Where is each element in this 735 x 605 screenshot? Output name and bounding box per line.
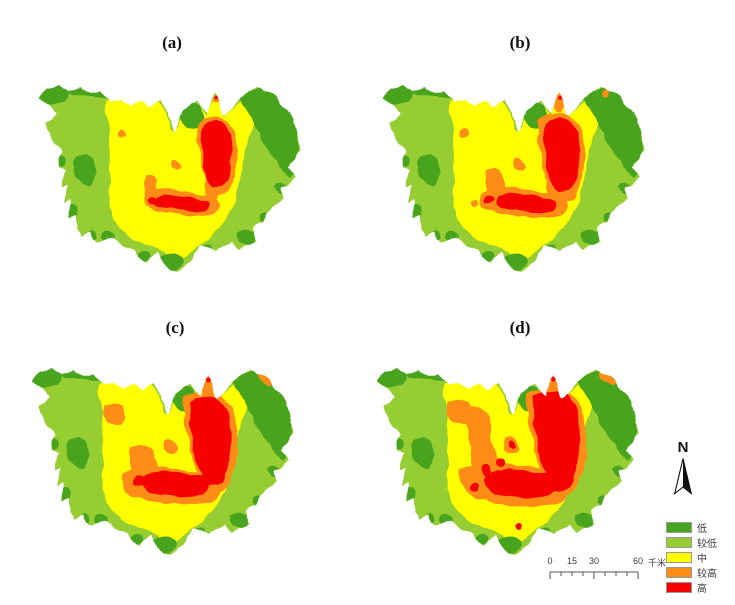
- map-legend: 低 较低 中 较高 高: [666, 520, 735, 595]
- legend-item-high: 高: [666, 580, 735, 595]
- choropleth-map-a: [28, 60, 328, 298]
- map-svg-a: [39, 85, 301, 272]
- scale-bar: 0 15 30 60 千米: [543, 556, 683, 584]
- legend-label-rel-high: 较高: [697, 569, 717, 580]
- legend-label-high: 高: [697, 584, 707, 595]
- choropleth-map-d: [366, 343, 666, 581]
- scale-tick-label: 0: [547, 556, 553, 566]
- legend-swatch-mid: [666, 552, 692, 563]
- legend-swatch-rel-high: [666, 567, 692, 578]
- scale-unit-label: 千米: [647, 558, 667, 568]
- choropleth-map-b: [372, 60, 672, 298]
- legend-label-rel-low: 较低: [697, 539, 717, 550]
- panel-label-d: (d): [509, 318, 531, 337]
- legend-label-mid: 中: [697, 554, 707, 565]
- legend-swatch-rel-low: [666, 537, 692, 548]
- legend-item-mid: 中: [666, 550, 735, 565]
- panel-label-a: (a): [162, 33, 182, 52]
- layer-high: [483, 95, 580, 213]
- map-svg-b: [383, 85, 645, 272]
- north-arrow: N: [662, 439, 704, 498]
- scale-tick-label: 15: [566, 556, 578, 566]
- legend-label-low: 低: [697, 524, 707, 535]
- layer-high: [132, 377, 232, 497]
- scale-tick-label: 60: [632, 556, 644, 566]
- map-svg-d: [377, 368, 639, 555]
- choropleth-map-c: [21, 343, 321, 581]
- panel-label-b: (b): [509, 33, 531, 52]
- panel-label-c: (c): [165, 318, 185, 337]
- map-svg-c: [32, 368, 294, 555]
- layer-high: [470, 376, 580, 531]
- legend-swatch-high: [666, 582, 692, 593]
- scale-bar-ruler: [549, 571, 639, 579]
- legend-item-rel-high: 较高: [666, 565, 735, 580]
- legend-item-rel-low: 较低: [666, 535, 735, 550]
- north-arrow-icon: [673, 458, 693, 495]
- legend-swatch-low: [666, 522, 692, 533]
- north-arrow-label: N: [677, 439, 689, 456]
- layer-high: [146, 96, 233, 212]
- legend-item-low: 低: [666, 520, 735, 535]
- scale-tick-label: 30: [588, 556, 600, 566]
